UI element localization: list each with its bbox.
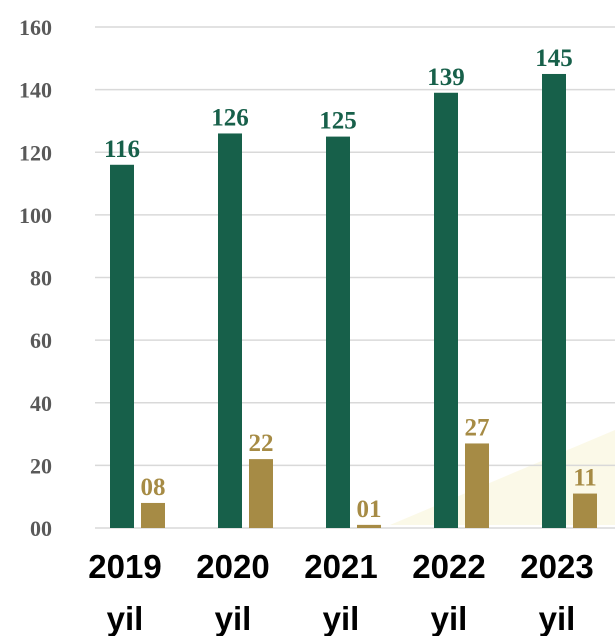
y-tick-label: 140 (19, 78, 52, 103)
x-category-label: yil (431, 600, 468, 636)
y-axis-ticks: 00 20 40 60 80 100 120 140 160 (19, 15, 52, 541)
x-category-label: yil (107, 600, 144, 636)
data-label: 01 (357, 496, 382, 523)
x-axis-categories: 2019 yil 2020 yil 2021 yil 2022 yil 2023 yil (88, 548, 593, 636)
bar (326, 136, 350, 528)
bar (218, 133, 242, 528)
data-label: 11 (573, 465, 597, 492)
gridlines (95, 26, 615, 529)
x-category-label: yil (539, 600, 576, 636)
bar (141, 502, 165, 528)
bar (110, 164, 134, 528)
bar (465, 443, 489, 528)
bars (110, 73, 597, 528)
x-category-label: 2021 (304, 548, 377, 585)
data-label: 125 (319, 108, 357, 135)
data-label: 145 (535, 45, 573, 72)
data-label: 08 (141, 474, 166, 501)
data-label: 27 (465, 414, 490, 441)
y-tick-label: 100 (19, 203, 52, 228)
y-tick-label: 120 (19, 140, 52, 165)
data-label: 139 (427, 64, 465, 91)
y-tick-label: 00 (30, 516, 52, 541)
y-tick-label: 20 (30, 453, 52, 478)
x-category-label: 2020 (196, 548, 269, 585)
x-category-label: 2023 (520, 548, 593, 585)
y-tick-label: 60 (30, 328, 52, 353)
data-label: 126 (211, 104, 249, 131)
data-label: 116 (104, 136, 140, 163)
x-category-label: 2019 (88, 548, 161, 585)
bar (357, 524, 381, 528)
x-category-label: yil (323, 600, 360, 636)
y-tick-label: 80 (30, 266, 52, 291)
data-label: 22 (249, 430, 274, 457)
bar (573, 493, 597, 528)
bar (542, 73, 566, 528)
data-labels: 116 08 126 22 125 01 139 27 145 11 (104, 45, 597, 523)
x-category-label: 2022 (412, 548, 485, 585)
y-tick-label: 160 (19, 15, 52, 40)
x-category-label: yil (215, 600, 252, 636)
y-tick-label: 40 (30, 391, 52, 416)
bar (249, 459, 273, 528)
bar (434, 92, 458, 528)
